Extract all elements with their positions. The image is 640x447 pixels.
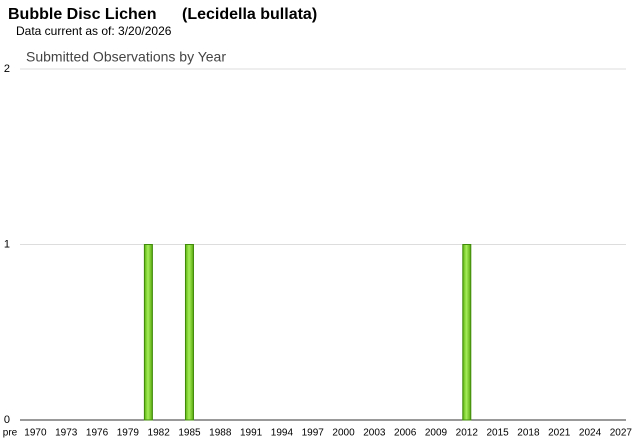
x-tick-label: 1976 — [86, 428, 109, 439]
bar — [462, 244, 472, 421]
x-tick-label: 1994 — [271, 428, 294, 439]
x-tick-label: 2006 — [394, 428, 417, 439]
x-tick-label: 1997 — [302, 428, 325, 439]
x-tick-label: 2003 — [363, 428, 386, 439]
x-tick-label: 1979 — [117, 428, 140, 439]
x-tick-label: 1970 — [24, 428, 47, 439]
subtitle: Data current as of: 3/20/2026 — [16, 24, 172, 38]
bar — [143, 244, 153, 421]
x-tick-label: pre — [3, 428, 18, 439]
x-tick-label: 1991 — [240, 428, 263, 439]
x-tick-label: 2009 — [425, 428, 448, 439]
y-tick-label: 2 — [4, 63, 10, 75]
x-tick-label: 2015 — [486, 428, 509, 439]
page-title: Bubble Disc Lichen — [8, 6, 156, 23]
bar — [184, 244, 194, 421]
x-tick-label: 1982 — [148, 428, 171, 439]
chart-title: Submitted Observations by Year — [26, 49, 226, 65]
x-tick-label: 2012 — [456, 428, 479, 439]
x-tick-label: 2000 — [332, 428, 355, 439]
x-tick-label: 2024 — [579, 428, 602, 439]
x-tick-label: 2021 — [548, 428, 571, 439]
scientific-name: (Lecidella bullata) — [182, 6, 317, 23]
x-tick-label: 1988 — [209, 428, 232, 439]
x-tick-label: 2018 — [517, 428, 540, 439]
x-tick-label: 1973 — [55, 428, 78, 439]
x-tick-label: 1985 — [178, 428, 201, 439]
y-tick-label: 0 — [4, 414, 10, 426]
y-tick-label: 1 — [4, 238, 10, 250]
x-tick-label: 2027 — [610, 428, 633, 439]
